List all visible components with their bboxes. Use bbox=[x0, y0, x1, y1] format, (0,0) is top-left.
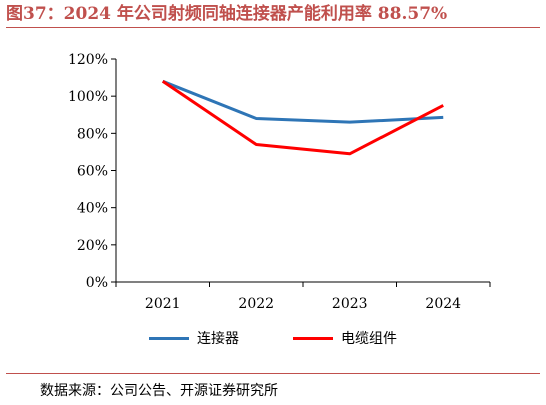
chart-legend: 连接器 电缆组件 bbox=[0, 328, 546, 348]
chart-plot: 0% 20% 40% 60% 80% 100% 120% 2021 2022 2023 2024 bbox=[68, 52, 491, 312]
x-tick-label: 2022 bbox=[238, 296, 274, 312]
source-divider bbox=[6, 373, 540, 374]
series-line-connector bbox=[162, 79, 444, 124]
legend-item-cable: 电缆组件 bbox=[293, 328, 397, 348]
x-tick-label: 2024 bbox=[425, 296, 461, 312]
legend-item-connector: 连接器 bbox=[149, 328, 239, 348]
title-divider bbox=[6, 27, 540, 28]
x-tick-label: 2021 bbox=[145, 296, 181, 312]
y-tick-label: 60% bbox=[77, 164, 108, 180]
chart-title: 图37：2024 年公司射频同轴连接器产能利用率 88.57% bbox=[6, 4, 448, 24]
legend-label-cable: 电缆组件 bbox=[341, 331, 397, 347]
y-tick-label: 20% bbox=[77, 238, 108, 254]
source-note: 数据来源：公司公告、开源证券研究所 bbox=[40, 383, 278, 399]
y-tick-label: 80% bbox=[77, 126, 108, 142]
y-tick-label: 0% bbox=[86, 275, 108, 291]
legend-label-connector: 连接器 bbox=[197, 331, 239, 347]
x-tick-label: 2023 bbox=[332, 296, 368, 312]
y-tick-label: 100% bbox=[68, 89, 108, 105]
legend-swatch-cable bbox=[293, 336, 333, 340]
y-tick-label: 120% bbox=[68, 52, 108, 68]
legend-swatch-connector bbox=[149, 336, 189, 340]
y-tick-label: 40% bbox=[77, 201, 108, 217]
series-line-cable bbox=[161, 80, 444, 156]
